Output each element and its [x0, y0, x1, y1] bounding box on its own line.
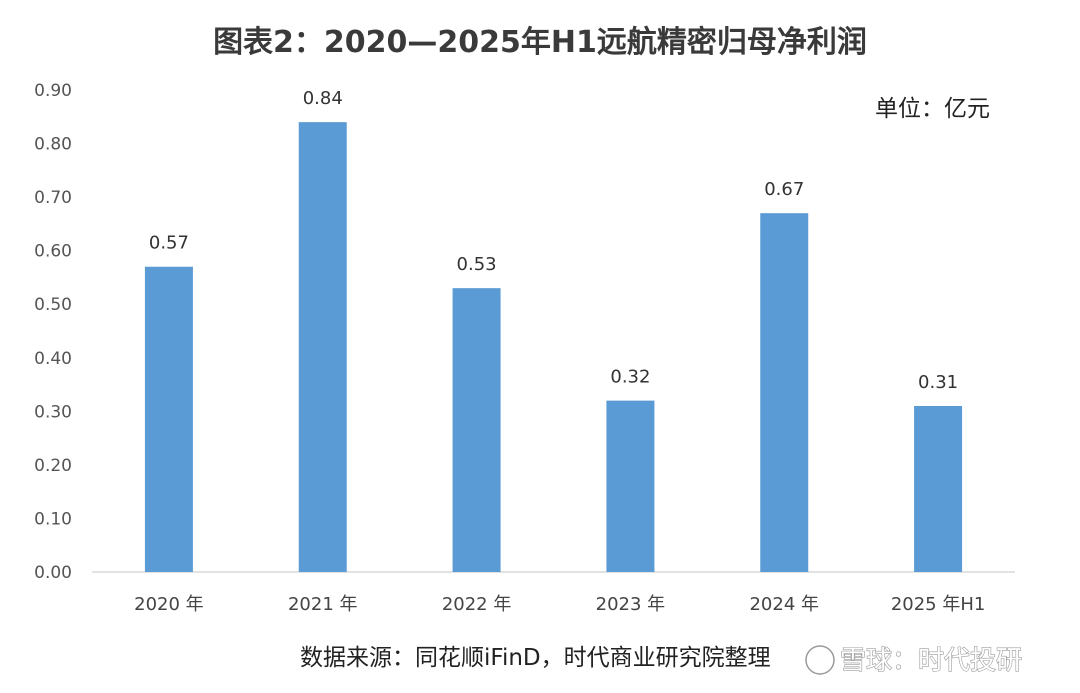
unit-label: 单位：亿元: [875, 96, 990, 122]
y-tick-label: 0.90: [34, 81, 72, 101]
bar-2: [298, 122, 347, 572]
source-note: 数据来源：同花顺iFinD，时代商业研究院整理: [300, 645, 771, 671]
y-tick-label: 0.60: [34, 242, 72, 262]
data-label: 0.31: [918, 372, 958, 393]
data-label: 0.84: [303, 88, 343, 109]
bars-group: [144, 122, 963, 572]
x-tick-label: 2020 年: [134, 594, 204, 615]
watermark-logo-icon: [805, 645, 835, 675]
x-tick-label: 2025 年H1: [891, 594, 986, 615]
bar-4: [606, 400, 655, 572]
bar-6: [914, 405, 963, 572]
chart-title: 图表2：2020—2025年H1远航精密归母净利润: [213, 25, 867, 60]
y-tick-label: 0.80: [34, 135, 72, 155]
y-tick-label: 0.30: [34, 402, 72, 422]
y-tick-label: 0.20: [34, 456, 72, 476]
data-label: 0.57: [149, 233, 189, 254]
y-tick-label: 0.10: [34, 509, 72, 529]
data-label: 0.67: [764, 179, 804, 200]
watermark: 雪球：时代投研: [805, 645, 1023, 677]
y-tick-label: 0.50: [34, 295, 72, 315]
x-axis-tick-labels: 2020 年 2021 年 2022 年 2023 年 2024 年 2025 年H1: [134, 594, 985, 615]
data-label: 0.32: [610, 367, 650, 388]
y-tick-label: 0.70: [34, 188, 72, 208]
y-tick-label: 0.40: [34, 349, 72, 369]
y-tick-label: 0.00: [34, 563, 72, 583]
y-axis-tick-labels: 0.00 0.10 0.20 0.30 0.40 0.50 0.60 0.70 0.80 0.90: [34, 81, 72, 583]
x-tick-label: 2021 年: [288, 594, 358, 615]
x-tick-label: 2024 年: [749, 594, 819, 615]
watermark-text: 雪球：时代投研: [840, 646, 1022, 676]
bar-5: [760, 213, 809, 572]
data-label: 0.53: [457, 254, 497, 275]
bar-1: [144, 266, 193, 572]
x-tick-label: 2023 年: [596, 594, 666, 615]
x-tick-label: 2022 年: [442, 594, 512, 615]
data-labels-group: 0.57 0.84 0.53 0.32 0.67 0.31: [149, 88, 958, 393]
bar-3: [452, 288, 501, 572]
